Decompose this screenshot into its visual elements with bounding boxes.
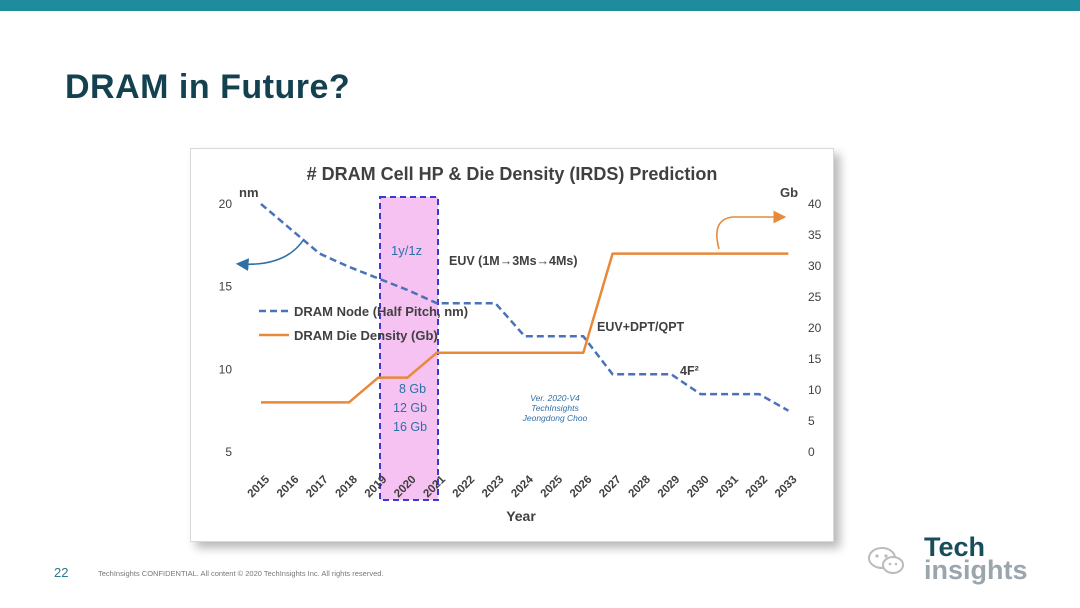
x-tick-label: 2016	[275, 474, 302, 501]
x-tick-label: 2026	[568, 474, 595, 501]
logo-line-1: Tech	[924, 532, 986, 562]
x-tick-label: 2030	[685, 474, 712, 501]
techinsights-logo: Tech insights	[866, 532, 1046, 585]
left-tick-label: 15	[219, 280, 233, 294]
slide-title: DRAM in Future?	[65, 68, 351, 106]
chart-card: # DRAM Cell HP & Die Density (IRDS) Pred…	[190, 148, 834, 542]
page-number: 22	[54, 565, 69, 580]
x-tick-label: 2018	[333, 473, 360, 500]
density-8gb-label: 8 Gb	[399, 382, 426, 396]
wechat-icon	[868, 547, 904, 574]
left-tick-label: 10	[219, 362, 233, 376]
chart-title: # DRAM Cell HP & Die Density (IRDS) Pred…	[307, 164, 718, 184]
left-axis-ticks: 5 10 15 20	[219, 197, 233, 459]
right-axis-ticks: 0 5 10 15 20 25 30 35 40	[808, 197, 822, 459]
highlight-label: 1y/1z	[391, 243, 422, 258]
right-tick-label: 40	[808, 197, 822, 211]
x-axis-ticks: 2015 2016 2017 2018 2019 2020 2021 2022 2023 2024…	[246, 473, 800, 500]
legend-density-label: DRAM Die Density (Gb)	[294, 328, 438, 343]
x-tick-label: 2033	[773, 474, 800, 501]
left-tick-label: 5	[225, 445, 232, 459]
x-tick-label: 2032	[744, 474, 771, 501]
right-axis-arrow	[716, 210, 787, 250]
dram-chart: # DRAM Cell HP & Die Density (IRDS) Pred…	[219, 164, 822, 524]
version-line-1: Ver. 2020-V4	[530, 393, 580, 403]
version-line-2: TechInsights	[531, 403, 579, 413]
series-line-1	[261, 252, 789, 404]
x-tick-label: 2023	[480, 474, 507, 501]
x-tick-label: 2015	[246, 473, 273, 500]
version-line-3: Jeongdong Choo	[522, 413, 588, 423]
series-layer	[260, 203, 790, 412]
euv-dpt-annotation: EUV+DPT/QPT	[597, 320, 685, 334]
x-tick-label: 2025	[539, 473, 566, 500]
x-tick-label: 2017	[304, 474, 331, 501]
legend-node-label: DRAM Node (Half Pitch, nm)	[294, 304, 468, 319]
top-banner	[0, 0, 1080, 11]
right-tick-label: 15	[808, 352, 822, 366]
density-16gb-label: 16 Gb	[393, 420, 427, 434]
left-tick-label: 20	[219, 197, 233, 211]
right-tick-label: 35	[808, 228, 822, 242]
right-tick-label: 0	[808, 445, 815, 459]
series-line-0	[260, 203, 790, 412]
right-axis-unit: Gb	[780, 185, 798, 200]
x-tick-label: 2028	[626, 473, 653, 500]
x-tick-label: 2031	[714, 473, 741, 500]
footer-text: TechInsights CONFIDENTIAL. All content ©…	[98, 569, 384, 578]
right-tick-label: 25	[808, 290, 822, 304]
x-tick-label: 2027	[597, 474, 624, 501]
left-axis-unit: nm	[239, 185, 259, 200]
right-tick-label: 10	[808, 383, 822, 397]
legend: DRAM Node (Half Pitch, nm) DRAM Die Dens…	[259, 304, 468, 343]
4f2-annotation: 4F²	[680, 364, 699, 378]
right-tick-label: 30	[808, 259, 822, 273]
logo-line-2: insights	[924, 555, 1028, 585]
highlight-band	[379, 196, 439, 501]
density-12gb-label: 12 Gb	[393, 401, 427, 415]
right-tick-label: 20	[808, 321, 822, 335]
x-axis-label: Year	[506, 508, 536, 524]
logo-wordmark: Tech insights	[924, 532, 1028, 585]
x-tick-label: 2029	[656, 474, 683, 501]
left-axis-arrow	[235, 238, 305, 271]
x-tick-label: 2022	[451, 474, 478, 501]
euv-annotation: EUV (1M→3Ms→4Ms)	[449, 254, 578, 268]
right-tick-label: 5	[808, 414, 815, 428]
x-tick-label: 2024	[509, 473, 536, 500]
